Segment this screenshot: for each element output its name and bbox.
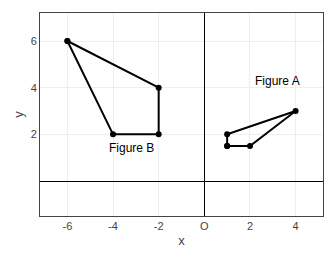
svg-text:-2: -2: [154, 220, 164, 232]
svg-text:6: 6: [31, 35, 37, 47]
svg-text:2: 2: [31, 128, 37, 140]
svg-text:-6: -6: [62, 220, 72, 232]
svg-text:Figure B: Figure B: [109, 141, 154, 155]
svg-text:4: 4: [293, 220, 299, 232]
svg-text:Figure A: Figure A: [255, 74, 300, 88]
svg-text:2: 2: [247, 220, 253, 232]
svg-text:y: y: [11, 111, 26, 118]
svg-text:O: O: [200, 220, 209, 232]
svg-text:x: x: [178, 233, 185, 248]
svg-text:4: 4: [31, 82, 37, 94]
svg-text:-4: -4: [108, 220, 118, 232]
